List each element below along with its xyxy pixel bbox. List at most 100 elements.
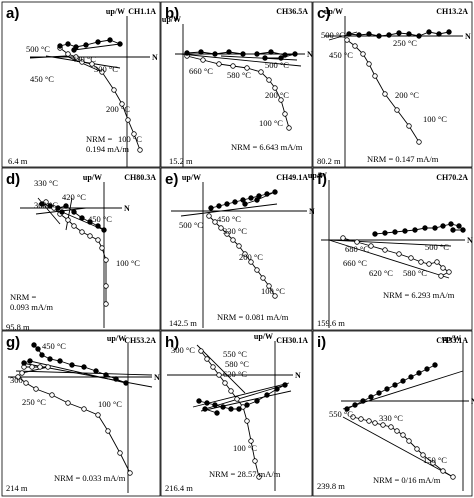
horizontal-projection-point (65, 41, 71, 47)
axis-label-n: N (465, 32, 471, 41)
horizontal-projection-point (57, 43, 63, 49)
nrm-label: NRM = (86, 134, 112, 144)
vertical-projection-point (242, 251, 248, 257)
panel-letter: h) (165, 334, 179, 351)
horizontal-projection-point (202, 406, 208, 412)
vertical-projection-point (236, 243, 242, 249)
vertical-projection-point (49, 392, 55, 398)
temperature-label: 450 °C (217, 214, 241, 224)
vertical-projection-point (450, 474, 456, 480)
vertical-projection-point (29, 364, 35, 370)
vertical-projection-point (420, 452, 426, 458)
horizontal-projection-point (274, 386, 280, 392)
vertical-projection-point (37, 364, 43, 370)
panel-d: d) CH80.3A up/W N 330 °C 420 °C 300 °C 450 °C 10… (1, 167, 161, 332)
core-id: CH33.1A (436, 336, 468, 345)
vertical-projection-point (406, 123, 412, 129)
horizontal-projection-point (39, 352, 45, 358)
fit-line (180, 203, 278, 217)
depth-label: 142.5 m (169, 318, 197, 328)
panel-b: b) CH36.5A up/W N 660 °C 580 °C 500 °C 200 °C 10… (160, 1, 313, 168)
core-id: CH1.1A (128, 7, 156, 16)
horizontal-projection-point (422, 225, 428, 231)
vertical-projection-point (230, 63, 236, 69)
temperature-label: 100 °C (259, 118, 283, 128)
temperature-label: 620 °C (369, 268, 393, 278)
core-id: CH36.5A (276, 7, 308, 16)
horizontal-projection-point (27, 358, 33, 364)
vertical-projection-point (105, 428, 111, 434)
panel-frame (312, 167, 473, 331)
depth-label: 216.4 m (165, 483, 193, 493)
horizontal-projection-point (47, 356, 53, 362)
vertical-projection-point (87, 233, 93, 239)
horizontal-projection-point (396, 30, 402, 36)
vertical-projection-point (380, 422, 386, 428)
vertical-projection-point (388, 424, 394, 430)
temperature-label: 200 °C (239, 252, 263, 262)
nrm-label: NRM = (10, 292, 36, 302)
horizontal-projection-point (392, 382, 398, 388)
vertical-projection-point (360, 51, 366, 57)
axis-label-n: N (309, 207, 315, 216)
panel-frame (160, 1, 313, 168)
vertical-projection-point (440, 265, 446, 271)
temperature-label: 420 °C (62, 192, 86, 202)
temperature-label: 500 °C (321, 30, 345, 40)
horizontal-projection-point (368, 394, 374, 400)
vertical-projection-point (103, 301, 109, 307)
horizontal-projection-point (123, 380, 129, 386)
horizontal-projection-point (117, 41, 123, 47)
horizontal-projection-point (244, 402, 250, 408)
vertical-projection-point (408, 255, 414, 261)
panel-letter: f) (317, 171, 327, 188)
horizontal-projection-point (31, 342, 37, 348)
vertical-projection-point (212, 219, 218, 225)
vertical-projection-point (230, 237, 236, 243)
panel-frame (160, 167, 313, 331)
vertical-projection-point (366, 61, 372, 67)
horizontal-projection-point (208, 205, 214, 211)
horizontal-projection-point (262, 55, 268, 61)
horizontal-projection-point (344, 406, 350, 412)
horizontal-projection-point (95, 223, 101, 229)
vertical-projection-point (127, 470, 133, 476)
horizontal-projection-point (406, 31, 412, 37)
panel-frame (160, 330, 313, 497)
horizontal-projection-point (400, 378, 406, 384)
vertical-projection-point (99, 245, 105, 251)
axis-label-upw: up/W (162, 15, 181, 24)
nrm-label: NRM = 28.57 mA/m (209, 469, 281, 479)
vertical-projection-point (260, 275, 266, 281)
fit-line (180, 53, 302, 67)
panel-letter: b) (165, 5, 179, 22)
temperature-label: 580 °C (403, 268, 427, 278)
core-id: CH70.2A (436, 173, 468, 182)
horizontal-projection-point (236, 406, 242, 412)
vertical-projection-point (206, 213, 212, 219)
horizontal-projection-point (272, 189, 278, 195)
horizontal-projection-point (212, 51, 218, 57)
vertical-projection-point (446, 269, 452, 275)
vertical-projection-point (418, 259, 424, 265)
horizontal-projection-point (204, 400, 210, 406)
panel-letter: c) (317, 5, 330, 22)
axis-label-n: N (124, 204, 130, 213)
panel-frame (1, 1, 161, 168)
panel-c: c) CH13.2A up/W N 500 °C 250 °C 450 °C 200 °C 10… (312, 1, 473, 168)
horizontal-projection-point (384, 386, 390, 392)
fit-line (328, 239, 450, 279)
horizontal-projection-point (93, 368, 99, 374)
horizontal-projection-point (47, 203, 53, 209)
panel-frame (312, 1, 473, 168)
vertical-projection-point (372, 73, 378, 79)
horizontal-projection-point (39, 201, 45, 207)
temperature-label: 500 °C (265, 60, 289, 70)
fit-line (328, 31, 358, 41)
vertical-projection-point (65, 51, 71, 57)
fit-line (200, 390, 292, 412)
fit-line (65, 197, 73, 231)
vertical-projection-point (430, 460, 436, 466)
